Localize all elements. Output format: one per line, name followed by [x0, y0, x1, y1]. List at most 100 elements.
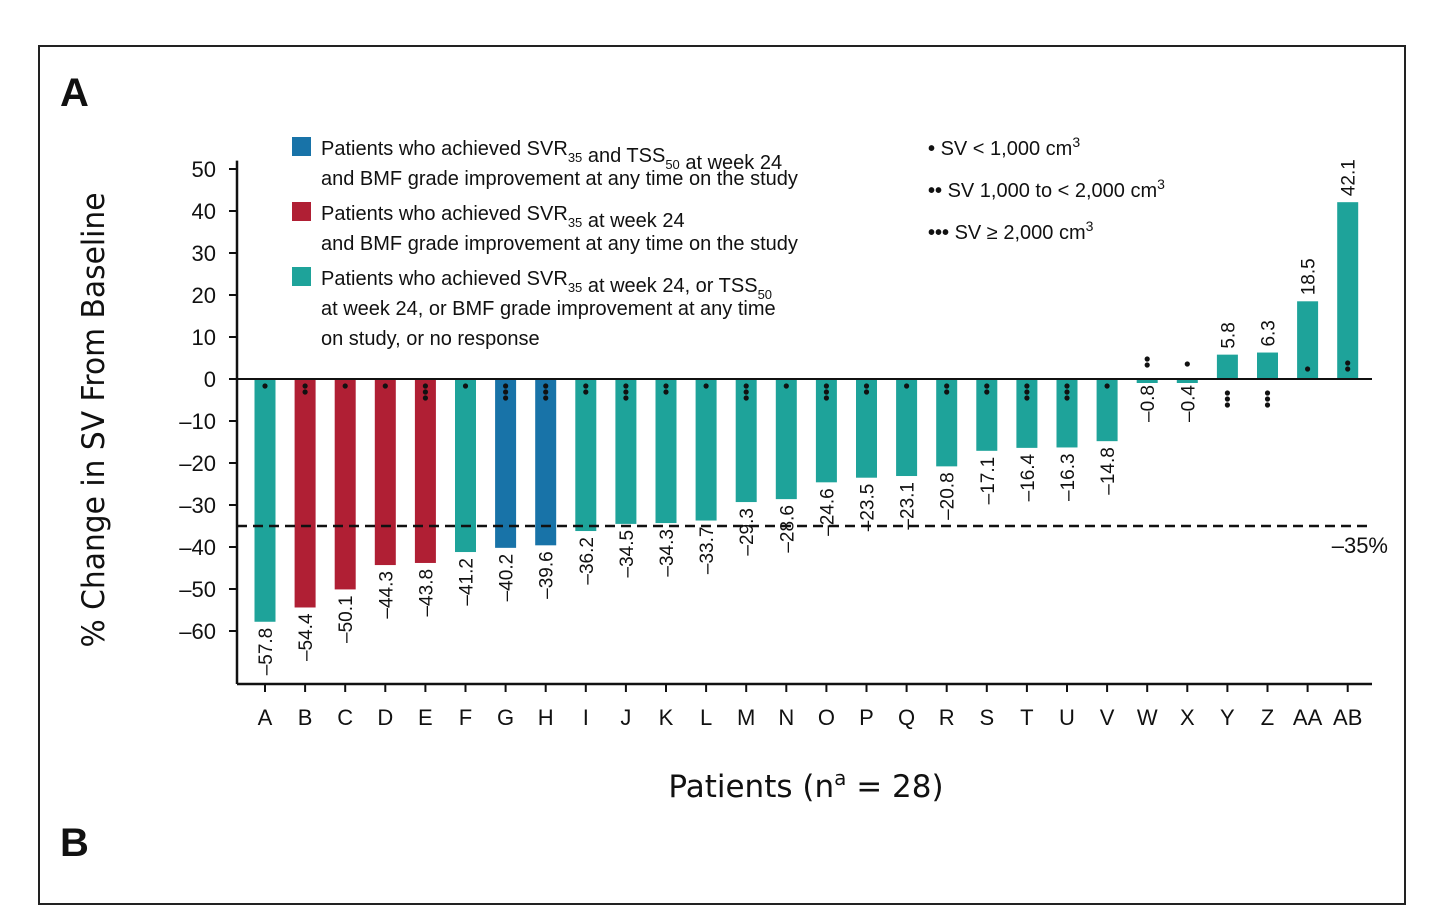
panel-b-label: B [60, 821, 89, 865]
bar-value-label: –28.6 [777, 505, 798, 553]
sv-dot [944, 389, 950, 395]
bar-value-label: –40.2 [497, 554, 518, 602]
sv-dot [543, 389, 549, 395]
category-label: AB [1333, 705, 1362, 730]
category-label: T [1020, 705, 1033, 730]
sv-dot [1144, 356, 1150, 362]
y-tick-label: –50 [179, 577, 216, 602]
sv-markers [262, 356, 1351, 408]
bars [254, 202, 1359, 622]
reference-line: –35% [237, 524, 1388, 558]
y-tick-label: –40 [179, 535, 216, 560]
sv-dot [583, 389, 589, 395]
bar [254, 379, 276, 622]
sv-dot [503, 389, 509, 395]
sv-dot [1184, 361, 1190, 367]
category-label: S [979, 705, 994, 730]
bar [535, 379, 557, 546]
sv-dot [1264, 390, 1271, 396]
category-label: Z [1261, 705, 1274, 730]
y-tick-label: 20 [192, 283, 216, 308]
sv-dot [302, 389, 308, 395]
bar [1136, 379, 1158, 383]
axes [235, 160, 1372, 686]
sv-dot [422, 395, 428, 401]
bar [615, 379, 637, 524]
sv-dot [1024, 383, 1030, 389]
y-tick-label: –30 [179, 493, 216, 518]
bar-value-label: –17.1 [978, 457, 999, 505]
sv-dot [904, 383, 910, 389]
bar-value-label: –44.3 [376, 571, 397, 619]
sv-dot [623, 383, 629, 389]
bar [655, 379, 677, 524]
sv-dot [583, 383, 589, 389]
y-tick-label: –60 [179, 619, 216, 644]
bar-value-label: –33.7 [697, 527, 718, 575]
sv-dot [422, 389, 428, 395]
bar-value-label: –29.3 [737, 508, 758, 556]
category-label: J [620, 705, 631, 730]
bar-value-label: –0.8 [1138, 385, 1159, 422]
bar [294, 379, 316, 608]
sv-dot [382, 383, 388, 389]
sv-dot [783, 383, 789, 389]
category-label: M [737, 705, 755, 730]
sv-dot [543, 383, 549, 389]
category-label: P [859, 705, 874, 730]
category-label: V [1100, 705, 1115, 730]
sv-dot [342, 383, 348, 389]
sv-dot [1305, 366, 1311, 372]
bar [1056, 379, 1078, 448]
sv-dot [863, 389, 870, 395]
bar-value-label: –43.8 [416, 569, 437, 617]
legend-line: and BMF grade improvement at any time on… [321, 233, 798, 255]
bar [1216, 354, 1238, 379]
bar-value-label: 5.8 [1218, 322, 1239, 348]
legend-line: Patients who achieved SVR35 and TSS50 at… [321, 138, 782, 174]
bar-value-label: –54.4 [296, 613, 317, 661]
category-label: K [659, 705, 674, 730]
sv-dot [823, 389, 830, 395]
sv-legend-entry: • SV < 1,000 cm3 [928, 134, 1080, 160]
sv-dot [1224, 390, 1230, 396]
waterfall-chart: A B % Change in SV From Baseline Patient… [60, 71, 1388, 865]
bar [1337, 202, 1359, 379]
bar [856, 379, 877, 478]
sv-dot [663, 383, 669, 389]
legend-line: at week 24, or BMF grade improvement at … [321, 298, 776, 320]
category-label: U [1059, 705, 1075, 730]
threshold-label: –35% [1332, 533, 1388, 558]
sv-dot [944, 383, 950, 389]
category-label: I [583, 705, 589, 730]
category-label: AA [1293, 705, 1323, 730]
bar [1016, 379, 1038, 448]
bar [815, 379, 837, 483]
bar-value-label: 6.3 [1259, 320, 1280, 346]
sv-dot [863, 383, 870, 389]
legend-swatch [292, 202, 311, 221]
y-tick-label: –10 [179, 409, 216, 434]
category-label: N [778, 705, 794, 730]
bar-value-label: –23.5 [858, 484, 879, 532]
sv-dot [663, 389, 669, 395]
category-label: W [1137, 705, 1158, 730]
legend-swatch [292, 267, 311, 286]
y-tick-label: 40 [192, 199, 216, 224]
bar [1297, 301, 1319, 379]
bar [334, 379, 356, 590]
bar-value-label: 42.1 [1339, 159, 1360, 196]
y-tick-label: –20 [179, 451, 216, 476]
legend: Patients who achieved SVR35 and TSS50 at… [292, 137, 798, 350]
bar [1257, 352, 1278, 379]
bar-value-label: –20.8 [938, 472, 959, 520]
sv-dot [1264, 402, 1271, 408]
category-label: D [377, 705, 393, 730]
bar [455, 379, 476, 553]
legend-line: Patients who achieved SVR35 at week 24 [321, 203, 685, 232]
bar-value-label: –50.1 [336, 595, 357, 643]
bar-value-label: –16.4 [1018, 453, 1039, 501]
sv-dot [1224, 396, 1230, 402]
sv-dot [1345, 360, 1351, 366]
bar [896, 379, 918, 477]
